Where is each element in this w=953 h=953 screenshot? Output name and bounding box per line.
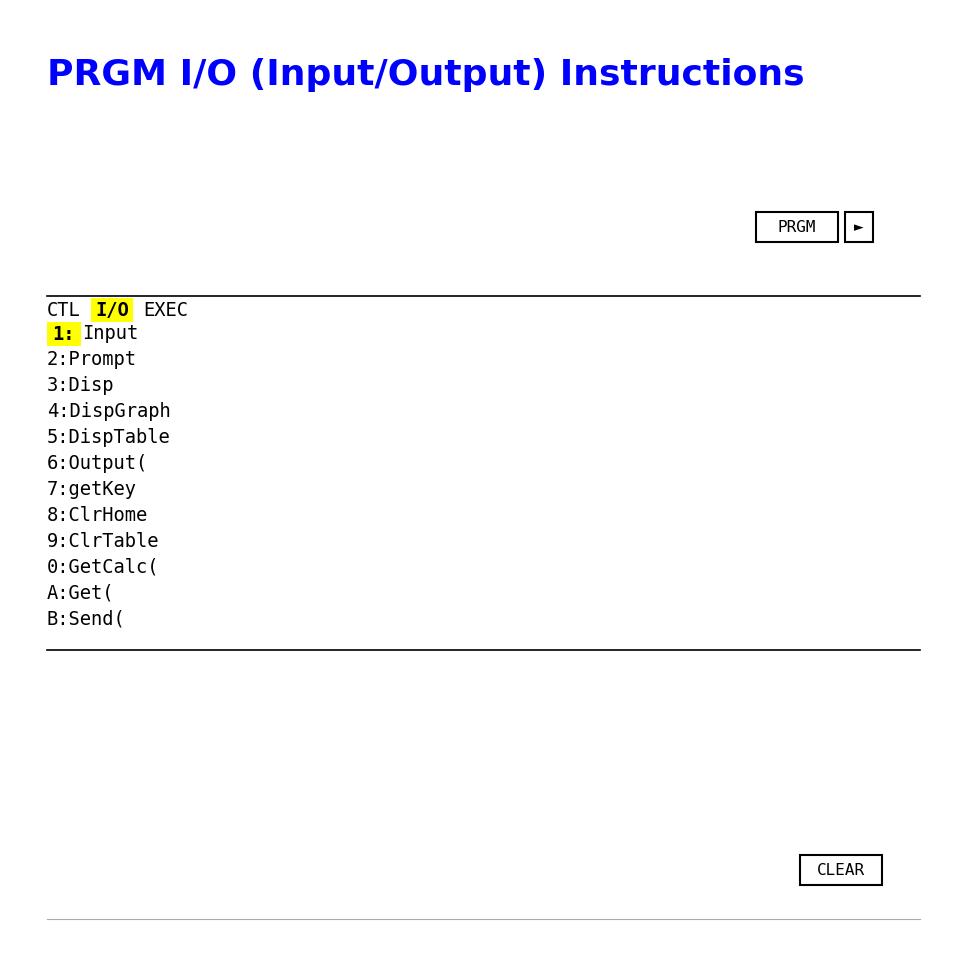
Text: 1:: 1: xyxy=(52,325,75,344)
Text: PRGM: PRGM xyxy=(777,220,816,235)
Text: Input: Input xyxy=(82,324,138,343)
Text: 6:Output(: 6:Output( xyxy=(47,454,148,473)
Text: 9:ClrTable: 9:ClrTable xyxy=(47,532,159,551)
Text: 7:getKey: 7:getKey xyxy=(47,479,137,498)
Bar xyxy=(91,298,132,323)
Bar xyxy=(755,213,837,243)
Text: PRGM I/O (Input/Output) Instructions: PRGM I/O (Input/Output) Instructions xyxy=(47,58,803,91)
Text: 4:DispGraph: 4:DispGraph xyxy=(47,401,171,420)
Text: 2:Prompt: 2:Prompt xyxy=(47,350,137,369)
Text: ►: ► xyxy=(853,221,862,234)
Text: 8:ClrHome: 8:ClrHome xyxy=(47,505,148,524)
Text: A:Get(: A:Get( xyxy=(47,583,114,602)
Text: 3:Disp: 3:Disp xyxy=(47,375,114,395)
Bar xyxy=(47,323,81,347)
Text: EXEC: EXEC xyxy=(143,301,188,319)
Text: 5:DispTable: 5:DispTable xyxy=(47,428,171,447)
Bar xyxy=(844,213,872,243)
Bar xyxy=(800,855,882,885)
Text: I/O: I/O xyxy=(95,301,129,320)
Text: CTL: CTL xyxy=(47,301,81,319)
Text: CLEAR: CLEAR xyxy=(816,862,864,878)
Text: 0:GetCalc(: 0:GetCalc( xyxy=(47,558,159,577)
Text: B:Send(: B:Send( xyxy=(47,609,126,628)
